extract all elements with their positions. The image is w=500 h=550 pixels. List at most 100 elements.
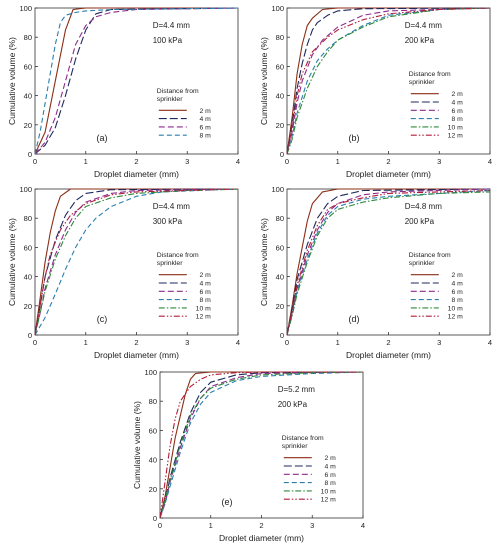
x-axis-label: Droplet diameter (mm) (94, 169, 179, 179)
legend-entry: 2 m (451, 91, 463, 98)
series-line-2m (34, 188, 238, 336)
legend-title-line2: sprinkler (157, 260, 183, 267)
y-tick-label: 80 (276, 214, 284, 223)
y-tick-label: 0 (28, 150, 32, 159)
series-line-6m (34, 7, 239, 155)
series-line-2m (159, 371, 363, 519)
y-axis-label: Cumulative volume (%) (259, 37, 269, 125)
y-tick-label: 60 (24, 62, 32, 71)
series-line-12m (286, 189, 491, 336)
panel-label: (b) (348, 133, 359, 143)
y-tick-label: 20 (149, 485, 157, 494)
legend-entry: 8 m (199, 297, 211, 304)
legend-entry: 10 m (196, 305, 211, 312)
x-tick-label: 2 (134, 157, 138, 166)
legend-title-line2: sprinkler (409, 260, 435, 267)
chart-panel-a: 0 20 40 60 80 100 0 1 2 3 4 Droplet diameter (mm) Cu… (7, 4, 240, 179)
y-tick-label: 40 (276, 273, 284, 282)
series-line-2m (34, 7, 238, 155)
series-line-6m (286, 7, 491, 155)
annotation-pressure: 200 kPa (405, 217, 435, 226)
legend-entry: 2 m (451, 272, 463, 279)
series-line-10m (34, 188, 239, 336)
y-tick-label: 20 (276, 121, 284, 130)
x-tick-label: 2 (386, 157, 390, 166)
legend-entry: 6 m (451, 108, 463, 115)
series-line-2m (286, 7, 490, 155)
legend-title-line1: Distance from (282, 435, 324, 442)
legend-entry: 12 m (196, 314, 211, 321)
y-tick-label: 0 (280, 150, 284, 159)
series-line-4m (34, 188, 239, 336)
series-line-8m (34, 7, 239, 155)
annotation-pressure: 200 kPa (278, 400, 308, 409)
annotation-diameter: D=4.8 mm (405, 202, 442, 211)
annotation-diameter: D=5.2 mm (278, 385, 315, 394)
x-tick-label: 4 (488, 157, 492, 166)
legend-title-line1: Distance from (409, 252, 451, 259)
y-tick-label: 20 (276, 302, 284, 311)
x-tick-label: 4 (361, 521, 365, 530)
legend-title-line1: Distance from (157, 252, 199, 259)
x-tick-label: 2 (134, 338, 138, 347)
x-tick-label: 4 (236, 338, 240, 347)
legend-entry: 12 m (321, 497, 336, 504)
legend-entry: 6 m (199, 289, 211, 296)
chart-panel-d: 0 20 40 60 80 100 0 1 2 3 4 Droplet diameter (mm) Cu… (259, 185, 492, 360)
legend-entry: 6 m (324, 472, 336, 479)
x-tick-label: 0 (285, 338, 289, 347)
legend-entry: 4 m (451, 281, 463, 288)
y-tick-label: 40 (24, 92, 32, 101)
y-tick-label: 60 (24, 243, 32, 252)
x-tick-label: 1 (84, 338, 88, 347)
y-axis-label: Cumulative volume (%) (259, 218, 269, 306)
legend-entry: 4 m (199, 281, 211, 288)
y-tick-label: 80 (24, 214, 32, 223)
legend-entry: 8 m (451, 297, 463, 304)
y-tick-label: 100 (144, 368, 157, 377)
legend-title-line2: sprinkler (409, 79, 435, 86)
chart-panel-e: 0 20 40 60 80 100 0 1 2 3 4 Droplet diameter (mm) Cu… (132, 368, 365, 543)
y-axis-label: Cumulative volume (%) (7, 37, 17, 125)
series-line-10m (286, 191, 491, 336)
series-line-12m (159, 371, 363, 519)
series-line-8m (159, 371, 364, 519)
series-line-4m (34, 7, 239, 155)
legend-entry: 4 m (451, 100, 463, 107)
legend-entry: 8 m (199, 133, 211, 140)
legend-title-line1: Distance from (157, 88, 199, 95)
y-tick-label: 40 (276, 92, 284, 101)
x-tick-label: 1 (209, 521, 213, 530)
legend-entry: 10 m (448, 305, 463, 312)
y-tick-label: 100 (271, 4, 284, 13)
legend-entry: 8 m (451, 116, 463, 123)
series-line-6m (286, 188, 491, 336)
x-tick-label: 0 (33, 157, 37, 166)
y-tick-label: 100 (19, 4, 32, 13)
series-line-10m (286, 7, 491, 155)
x-axis-label: Droplet diameter (mm) (346, 350, 431, 360)
y-tick-label: 40 (24, 273, 32, 282)
x-axis-label: Droplet diameter (mm) (94, 350, 179, 360)
legend-title-line1: Distance from (409, 71, 451, 78)
series-line-4m (286, 188, 491, 336)
x-tick-label: 1 (336, 157, 340, 166)
x-tick-label: 1 (84, 157, 88, 166)
legend-entry: 2 m (324, 455, 336, 462)
legend-title-line2: sprinkler (282, 443, 308, 450)
y-tick-label: 80 (276, 33, 284, 42)
x-tick-label: 2 (386, 338, 390, 347)
x-tick-label: 3 (185, 157, 189, 166)
y-axis-label: Cumulative volume (%) (7, 218, 17, 306)
series-line-2m (286, 188, 490, 336)
legend-entry: 10 m (321, 488, 336, 495)
legend-entry: 6 m (451, 289, 463, 296)
legend-entry: 10 m (448, 124, 463, 131)
x-tick-label: 4 (236, 157, 240, 166)
annotation-diameter: D=4.4 mm (153, 21, 190, 30)
legend-entry: 2 m (199, 108, 211, 115)
legend-entry: 4 m (324, 464, 336, 471)
x-axis-label: Droplet diameter (mm) (219, 533, 304, 543)
legend-entry: 8 m (324, 480, 336, 487)
